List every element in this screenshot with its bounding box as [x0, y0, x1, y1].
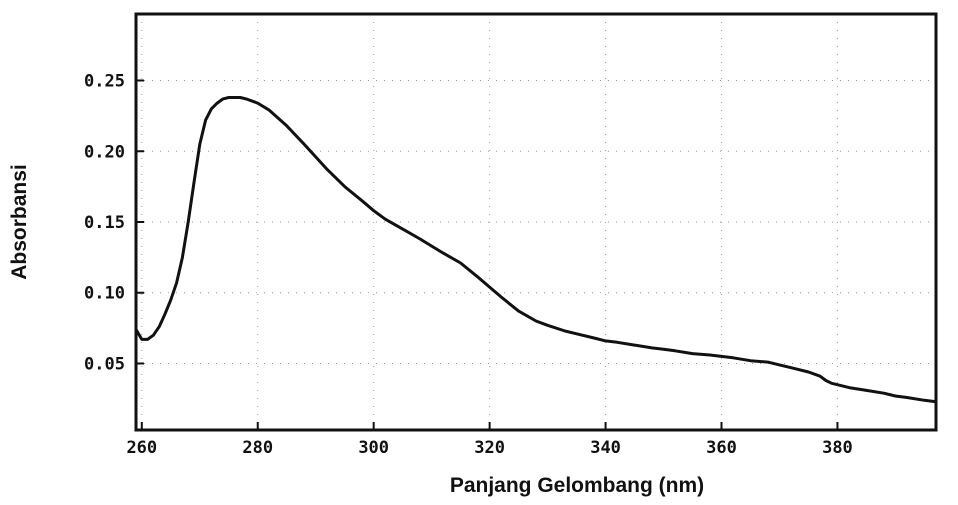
y-tick-label: 0.15 — [84, 213, 125, 233]
x-axis-title: Panjang Gelombang (nm) — [450, 474, 704, 497]
y-tick-label: 0.10 — [84, 284, 125, 304]
y-axis-title: Absorbansi — [8, 164, 31, 280]
x-tick-label: 380 — [822, 438, 853, 458]
x-tick-label: 260 — [126, 438, 157, 458]
x-tick-label: 280 — [242, 438, 273, 458]
y-tick-label: 0.20 — [84, 142, 125, 162]
x-tick-labels: 260 280 300 320 340 360 380 — [126, 438, 852, 458]
x-tick-label: 340 — [590, 438, 621, 458]
spectrum-line — [134, 96, 938, 404]
x-tick-label: 300 — [358, 438, 389, 458]
plot-frame — [134, 12, 938, 432]
y-tick-label: 0.25 — [84, 72, 125, 92]
gridlines — [136, 14, 936, 430]
x-tick-label: 360 — [706, 438, 737, 458]
x-tick-label: 320 — [474, 438, 505, 458]
series-layer — [134, 96, 938, 404]
axis-ticks — [136, 79, 839, 430]
y-tick-labels: 0.05 0.10 0.15 0.20 0.25 — [84, 72, 125, 375]
y-tick-label: 0.05 — [84, 354, 125, 374]
